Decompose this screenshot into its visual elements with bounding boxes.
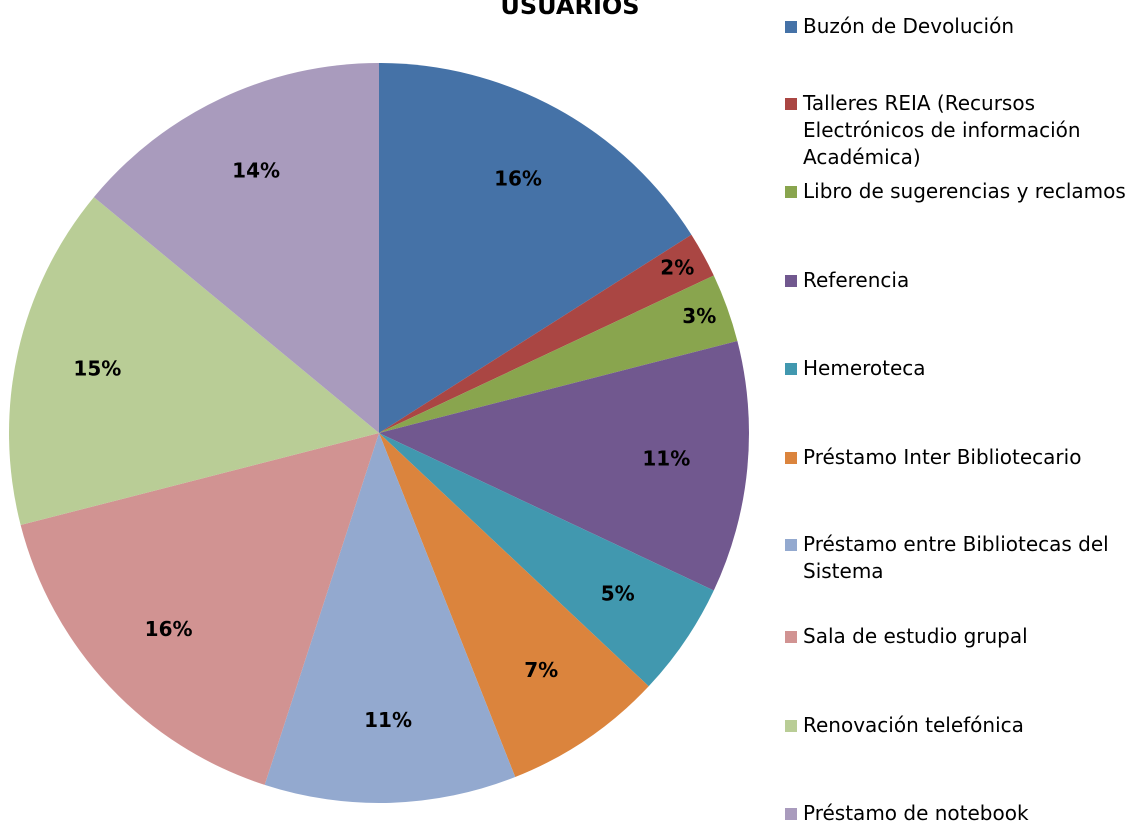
data-label: 16% xyxy=(494,167,542,191)
pie-slice xyxy=(379,340,749,591)
pie-slice xyxy=(264,433,516,804)
legend-swatch xyxy=(785,631,797,643)
legend-label: Préstamo de notebook xyxy=(803,801,1029,825)
legend-swatch xyxy=(785,363,797,375)
legend-swatch xyxy=(785,452,797,464)
legend-label: Préstamo entre Bibliotecas del Sistema xyxy=(803,532,1109,583)
legend-label: Buzón de Devolución xyxy=(803,14,1014,38)
pie-slice xyxy=(379,433,714,687)
pie-slice xyxy=(93,63,380,433)
legend-swatch xyxy=(785,98,797,110)
chart-title: USUARIOS xyxy=(500,0,639,20)
pie-slice xyxy=(379,433,649,778)
legend-label: Referencia xyxy=(803,268,910,292)
data-label: 5% xyxy=(601,582,635,606)
data-label: 15% xyxy=(73,357,121,381)
legend-entry: Préstamo Inter Bibliotecario xyxy=(785,444,1148,471)
legend-swatch xyxy=(785,539,797,551)
pie-slice xyxy=(8,197,379,526)
legend-entry: Préstamo entre Bibliotecas del Sistema xyxy=(785,531,1148,585)
legend-swatch xyxy=(785,275,797,287)
pie-slice xyxy=(379,275,738,433)
pie-slice xyxy=(379,234,714,433)
legend-entry: Sala de estudio grupal xyxy=(785,623,1148,650)
data-label: 16% xyxy=(145,617,193,641)
legend-swatch xyxy=(785,21,797,33)
data-label: 11% xyxy=(364,708,412,732)
legend-swatch xyxy=(785,808,797,820)
data-label: 3% xyxy=(682,304,716,328)
legend-entry: Hemeroteca xyxy=(785,355,1148,382)
data-label: 2% xyxy=(660,256,694,280)
legend-entry: Referencia xyxy=(785,267,1148,294)
legend-label: Préstamo Inter Bibliotecario xyxy=(803,445,1082,469)
legend-entry: Renovación telefónica xyxy=(785,712,1148,739)
legend-swatch xyxy=(785,186,797,198)
legend-label: Renovación telefónica xyxy=(803,713,1024,737)
data-label: 11% xyxy=(642,447,690,471)
legend-entry: Préstamo de notebook xyxy=(785,800,1148,827)
legend-label: Hemeroteca xyxy=(803,356,926,380)
pie-slice xyxy=(20,433,379,785)
legend-swatch xyxy=(785,720,797,732)
legend-entry: Talleres REIA (Recursos Electrónicos de … xyxy=(785,90,1148,171)
legend-label: Talleres REIA (Recursos Electrónicos de … xyxy=(803,91,1081,169)
legend-entry: Libro de sugerencias y reclamos xyxy=(785,178,1148,205)
data-label: 7% xyxy=(524,658,558,682)
legend-label: Libro de sugerencias y reclamos xyxy=(803,179,1126,203)
pie-slice xyxy=(379,63,692,433)
legend-entry: Buzón de Devolución xyxy=(785,13,1148,40)
data-label: 14% xyxy=(232,158,280,182)
legend-label: Sala de estudio grupal xyxy=(803,624,1028,648)
